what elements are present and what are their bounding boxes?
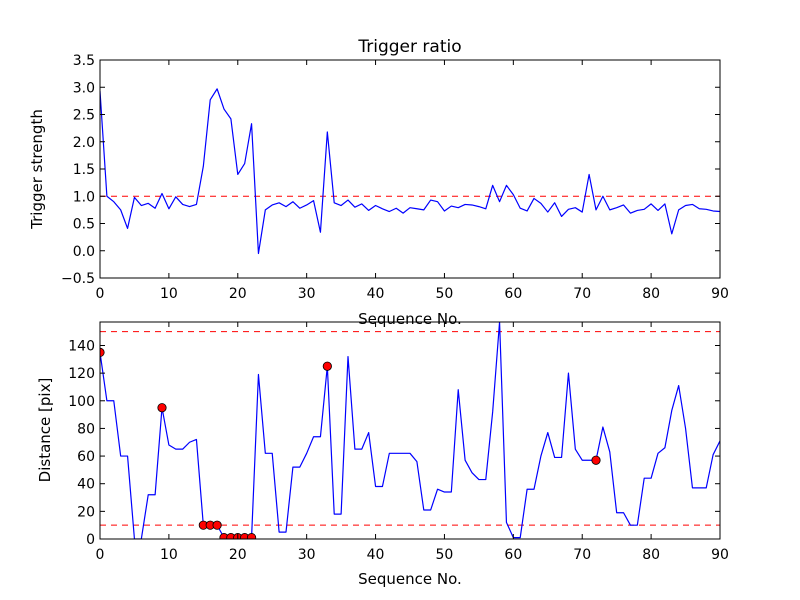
triggered-point bbox=[322, 361, 332, 371]
y-tick-label: 40 bbox=[77, 477, 95, 493]
y-tick-label: 60 bbox=[77, 449, 95, 465]
triggered-point bbox=[157, 403, 167, 413]
bottom-plot-frame bbox=[99, 321, 721, 540]
trigger-ratio-chart: Trigger ratio 0 10 20 30 40 50 60 70 80 90 −0.5 0.… bbox=[28, 37, 729, 328]
x-tick-label: 60 bbox=[504, 286, 522, 302]
y-tick-label: 2.0 bbox=[73, 135, 95, 151]
y-tick-label: 1.5 bbox=[73, 162, 95, 178]
x-tick-label: 10 bbox=[160, 547, 178, 563]
triggered-point bbox=[591, 455, 601, 465]
y-tick-label: 2.5 bbox=[73, 108, 95, 124]
y-tick-label: 100 bbox=[68, 394, 95, 410]
y-tick-label: 3.0 bbox=[73, 80, 95, 96]
x-tick-label: 30 bbox=[298, 547, 316, 563]
x-tick-label: 90 bbox=[711, 547, 729, 563]
y-tick-label: 1.0 bbox=[73, 189, 95, 205]
y-tick-label: −0.5 bbox=[61, 271, 95, 287]
y-tick-label: 20 bbox=[77, 504, 95, 520]
x-tick-label: 80 bbox=[642, 547, 660, 563]
x-tick-label: 50 bbox=[436, 547, 454, 563]
y-tick-label: 80 bbox=[77, 421, 95, 437]
triggered-point bbox=[212, 520, 222, 530]
top-x-axis-label: Sequence No. bbox=[358, 310, 462, 328]
x-tick-label: 90 bbox=[711, 286, 729, 302]
y-tick-label: 0.0 bbox=[73, 244, 95, 260]
y-tick-label: 120 bbox=[68, 366, 95, 382]
x-tick-label: 80 bbox=[642, 286, 660, 302]
y-tick-label: 0 bbox=[86, 532, 95, 548]
x-tick-label: 40 bbox=[367, 547, 385, 563]
bottom-x-axis-label: Sequence No. bbox=[358, 570, 462, 588]
bottom-y-axis-label: Distance [pix] bbox=[36, 378, 54, 483]
triggered-point bbox=[246, 533, 257, 539]
x-tick-label: 0 bbox=[96, 547, 105, 563]
y-tick-label: 140 bbox=[68, 338, 95, 354]
x-tick-label: 20 bbox=[229, 547, 247, 563]
x-tick-label: 70 bbox=[573, 547, 591, 563]
x-tick-label: 20 bbox=[229, 286, 247, 302]
x-tick-label: 70 bbox=[573, 286, 591, 302]
x-tick-label: 0 bbox=[96, 286, 105, 302]
x-tick-label: 10 bbox=[160, 286, 178, 302]
chart-title: Trigger ratio bbox=[357, 37, 461, 57]
top-y-axis-label: Trigger strength bbox=[28, 109, 46, 230]
distance-chart: 0 10 20 30 40 50 60 70 80 90 0 20 40 60 80 100 120 140 S… bbox=[36, 321, 729, 588]
series-line-0 bbox=[100, 88, 720, 255]
x-tick-label: 30 bbox=[298, 286, 316, 302]
x-tick-label: 60 bbox=[504, 547, 522, 563]
x-tick-label: 40 bbox=[367, 286, 385, 302]
x-tick-label: 50 bbox=[436, 286, 454, 302]
y-tick-label: 3.5 bbox=[73, 53, 95, 69]
y-tick-label: 0.5 bbox=[73, 217, 95, 233]
